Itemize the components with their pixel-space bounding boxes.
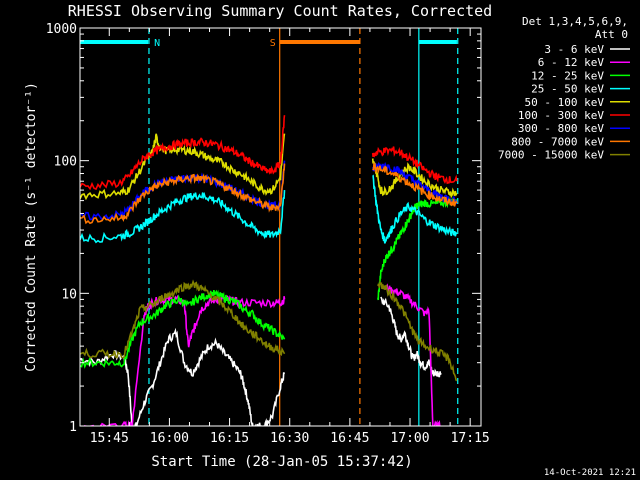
series-line [372,161,458,207]
series-line [80,190,286,244]
legend-entry-label: 50 - 100 keV [525,96,605,109]
legend-entry-label: 25 - 50 keV [531,83,604,96]
legend-entry-label: 3 - 6 keV [544,43,604,56]
series-line [377,280,458,382]
series-line [80,279,286,359]
state-bar-label: S [270,38,276,49]
x-axis-label: Start Time (28-Jan-05 15:37:42) [151,454,412,470]
y-axis-label: Corrected Count Rate (s⁻¹ detector⁻¹) [24,82,39,372]
series-line [80,133,286,201]
x-tick-label: 16:30 [270,431,309,446]
legend-entry-label: 100 - 300 keV [518,109,604,122]
legend-entry-label: 800 - 7000 keV [511,135,604,148]
x-tick-label: 16:00 [150,431,189,446]
x-tick-label: 15:45 [90,431,129,446]
y-tick-label: 100 [54,155,77,170]
x-tick-label: 17:00 [390,431,429,446]
series-line [384,283,441,426]
legend-entry-label: 300 - 800 keV [518,122,604,135]
series-line [377,196,458,301]
y-axis: 1 10 100 1000 [46,22,481,435]
series-group [80,115,458,426]
x-tick-label: 16:45 [330,431,369,446]
series-line [372,174,458,244]
legend-header: Att 0 [595,28,628,41]
series-line [371,158,458,199]
y-tick-label: 1000 [46,22,77,37]
series-line [83,292,286,426]
x-axis: 15:45 16:00 16:15 16:30 16:45 17:00 17:15 [90,28,490,446]
date-stamp: 14-Oct-2021 12:21 [544,468,636,478]
state-bar-label: N [154,38,160,49]
series-line [80,289,286,369]
series-line [371,146,458,185]
y-tick-label: 10 [61,287,77,302]
legend-header: Det 1,3,4,5,6,9, [522,15,628,28]
series-line [80,163,286,225]
chart-title: RHESSI Observing Summary Count Rates, Co… [68,2,492,20]
series-line [80,327,285,426]
legend-entry-label: 12 - 25 keV [531,69,604,82]
legend-entry-label: 7000 - 15000 keV [498,149,604,162]
legend-entry-label: 6 - 12 keV [538,56,605,69]
x-tick-label: 16:15 [210,431,249,446]
x-tick-label: 17:15 [451,431,490,446]
plot-frame [79,27,482,427]
series-line [80,115,286,191]
y-tick-label: 1 [69,420,77,435]
